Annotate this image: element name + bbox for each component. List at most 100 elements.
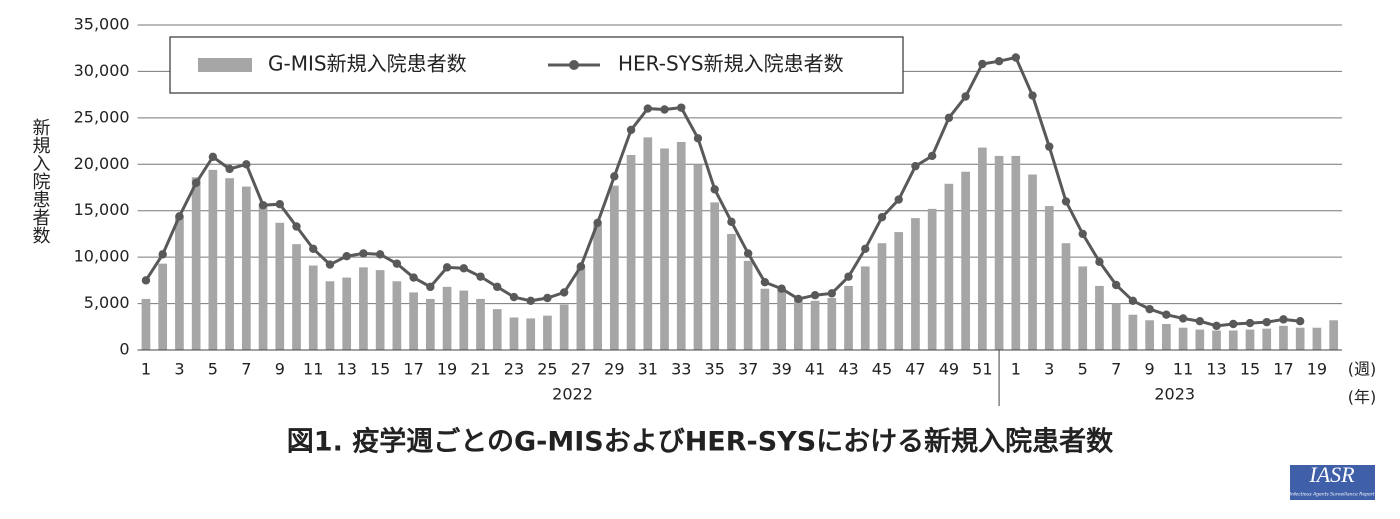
line-marker: [309, 244, 318, 253]
line-marker: [877, 213, 887, 222]
x-tick-label: 51: [972, 360, 992, 379]
bar: [1295, 327, 1305, 350]
line-marker: [158, 250, 167, 259]
bar: [593, 224, 602, 350]
bar: [1044, 206, 1054, 350]
x-tick-label: 27: [571, 360, 591, 379]
x-tick-label: 13: [1206, 360, 1226, 379]
line-marker: [1295, 317, 1305, 326]
line-marker: [342, 252, 351, 261]
line-marker: [643, 104, 652, 113]
line-marker: [392, 259, 402, 268]
x-tick-label: 11: [1173, 360, 1193, 379]
line-marker: [1245, 318, 1255, 328]
x-tick-label: 35: [705, 360, 725, 379]
bar: [626, 155, 636, 350]
logo-title: IASR: [1308, 462, 1355, 487]
x-tick-label: 5: [208, 360, 218, 379]
x-tick-label: 1: [141, 360, 151, 379]
x-tick-label: 9: [275, 360, 285, 379]
bar: [476, 298, 485, 350]
bar: [609, 185, 619, 350]
bar: [1061, 243, 1071, 350]
bar: [225, 178, 234, 350]
line-marker: [526, 296, 535, 305]
line-marker: [1178, 314, 1188, 323]
legend-swatch: [198, 58, 252, 72]
x-tick-label: 33: [671, 360, 691, 379]
y-tick-label: 25,000: [74, 107, 130, 126]
bar: [1329, 320, 1338, 350]
line-marker: [593, 218, 602, 227]
bar: [643, 137, 653, 350]
x-tick-label: 47: [905, 360, 925, 379]
line-marker: [944, 113, 954, 123]
bar: [1178, 327, 1188, 350]
bar: [241, 186, 251, 350]
line-marker: [225, 164, 234, 174]
bar: [1028, 174, 1037, 350]
y-axis-label: 新規入院患者数: [30, 118, 51, 244]
x-tick-label: 37: [738, 360, 758, 379]
x-tick-label: 13: [337, 360, 357, 379]
bar: [810, 300, 820, 350]
bar: [409, 292, 418, 350]
line-marker: [175, 212, 184, 221]
line-marker: [844, 272, 853, 281]
bar: [777, 289, 786, 350]
line-marker: [610, 172, 619, 181]
x-group-label: 2023: [1154, 385, 1195, 404]
x-tick-label: 21: [470, 360, 490, 379]
line-marker: [476, 272, 485, 281]
line-marker: [1045, 142, 1054, 151]
x-tick-label: 3: [174, 360, 184, 379]
x-tick-label: 39: [771, 360, 791, 379]
logo-subtitle: Infectious Agents Surveillance Report: [1290, 492, 1375, 498]
line-marker: [743, 249, 753, 258]
x-tick-label: 7: [241, 360, 251, 379]
x-tick-label: 3: [1044, 360, 1054, 379]
bar: [1195, 329, 1205, 350]
bar: [425, 298, 435, 350]
line-marker: [1195, 317, 1205, 326]
line-marker: [660, 105, 669, 114]
bar: [894, 232, 904, 350]
line-marker: [509, 292, 519, 302]
bar: [258, 204, 268, 350]
line-marker: [442, 263, 452, 272]
line-marker: [794, 294, 803, 304]
line-marker: [1279, 315, 1288, 324]
line-marker: [543, 293, 552, 303]
legend-swatch: [569, 60, 579, 70]
line-marker: [493, 282, 502, 292]
bar: [158, 263, 168, 350]
line-marker: [693, 134, 703, 143]
line-marker: [827, 289, 837, 298]
line-marker: [1262, 317, 1271, 327]
bar: [660, 148, 669, 350]
line-marker: [1095, 257, 1104, 266]
line-marker: [927, 151, 937, 161]
line-marker: [911, 161, 920, 171]
bar: [1128, 314, 1138, 350]
y-tick-label: 20,000: [74, 154, 130, 173]
line: [144, 55, 1301, 328]
line-marker: [375, 250, 385, 259]
line-marker: [359, 249, 368, 258]
bar: [978, 147, 987, 350]
line-marker: [1212, 321, 1221, 331]
line-marker: [559, 288, 569, 297]
bar: [375, 270, 385, 350]
line-marker: [777, 284, 786, 293]
line-marker: [258, 200, 268, 210]
bar: [927, 208, 937, 350]
bar: [693, 164, 703, 350]
x-tick-label: 43: [838, 360, 858, 379]
bar: [509, 317, 519, 350]
x-axis-label: (週): [1348, 360, 1377, 379]
x-tick-label: 31: [638, 360, 658, 379]
bar: [727, 233, 736, 350]
line-marker: [292, 222, 301, 231]
